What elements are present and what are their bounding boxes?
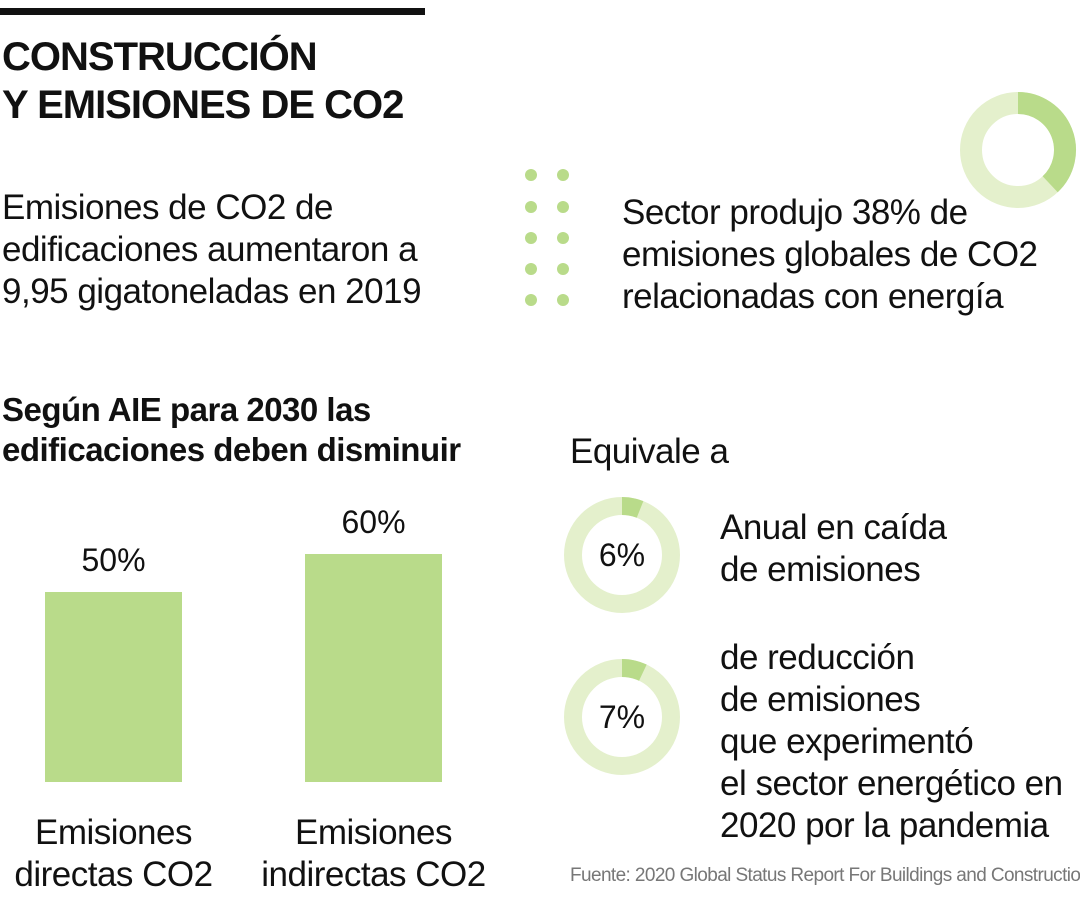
title-rule xyxy=(0,8,425,15)
donut-caption: de emisiones xyxy=(720,550,921,589)
donut-caption: 2020 por la pandemia xyxy=(720,806,1049,845)
bar-category: Emisiones indirectas CO2 xyxy=(261,813,486,894)
bar-chart-title: edificaciones deben disminuir xyxy=(2,431,461,468)
donut-caption: que experimentó xyxy=(720,722,974,761)
bar-value-label: 60% xyxy=(341,504,406,540)
equivale-label: Equivale a xyxy=(570,432,729,471)
bar-category: Emisiones directas CO2 xyxy=(14,813,213,894)
donut-caption: Anual en caída xyxy=(720,508,947,547)
fact-text: Sector produjo 38% de xyxy=(622,193,968,232)
fact-text: 9,95 gigatoneladas en 2019 xyxy=(2,272,422,311)
fact-text: relacionadas con energía xyxy=(622,277,1004,316)
bar-value-label: 50% xyxy=(81,542,146,578)
donut-caption: de reducción xyxy=(720,638,915,677)
donut-caption: el sector energético en xyxy=(720,764,1063,803)
donut-label: 7% xyxy=(598,699,646,735)
donut-label: 6% xyxy=(598,537,646,573)
fact-text: Emisiones de CO2 de xyxy=(2,188,333,227)
donut-segment xyxy=(621,659,647,681)
dot-grid xyxy=(525,169,569,306)
bar xyxy=(45,592,182,782)
source-note: Fuente: 2020 Global Status Report For Bu… xyxy=(570,865,1080,886)
fact-text: emisiones globales de CO2 xyxy=(622,235,1038,274)
donut-segment xyxy=(621,497,644,518)
donut-segment xyxy=(1017,92,1076,193)
fact-text: edificaciones aumentaron a xyxy=(2,230,418,269)
title-line: CONSTRUCCIÓN xyxy=(2,35,318,79)
title-line: Y EMISIONES DE CO2 xyxy=(2,83,404,127)
bar xyxy=(305,554,442,782)
bar-chart-title: Según AIE para 2030 las xyxy=(2,391,371,428)
donut-caption: de emisiones xyxy=(720,680,921,719)
